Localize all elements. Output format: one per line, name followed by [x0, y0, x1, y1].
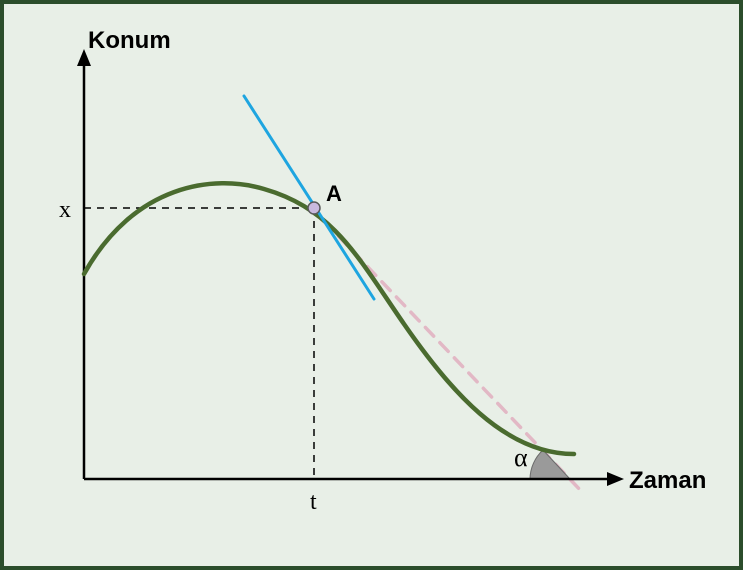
point-a-label: A: [326, 181, 342, 206]
plot-svg: Konum Zaman A x t α: [4, 4, 739, 566]
t-tick-label: t: [310, 489, 317, 515]
y-axis-label: Konum: [88, 27, 171, 54]
diagram-frame: Konum Zaman A x t α: [0, 0, 743, 570]
tangent-solid-line: [244, 96, 374, 299]
x-axis-label: Zaman: [629, 467, 706, 494]
x-axis-arrow: [607, 472, 624, 486]
x-tick-label: x: [59, 197, 71, 223]
position-curve: [84, 183, 574, 454]
alpha-label: α: [514, 443, 528, 472]
point-a-marker: [308, 202, 320, 214]
